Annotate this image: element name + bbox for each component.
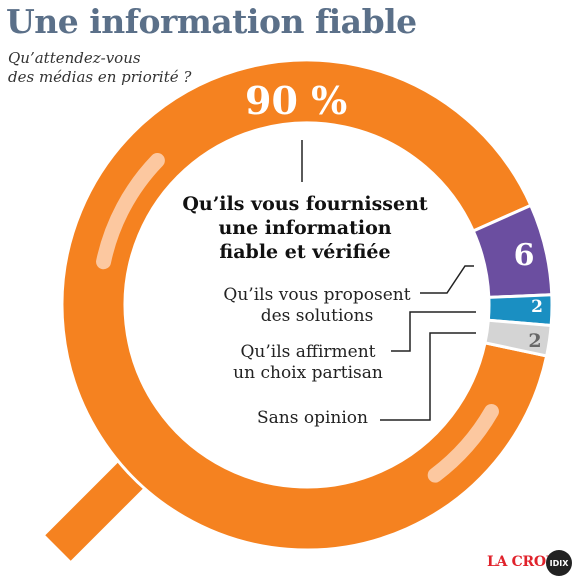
slice-label-line: Qu’ils vous proposent xyxy=(223,285,411,305)
slice-label-no-opinion: Sans opinion xyxy=(250,408,375,429)
slice-label-line: une information xyxy=(218,217,392,239)
main-percentage-label: 90 % xyxy=(245,78,348,123)
slice-label-line: fiable et vérifiée xyxy=(219,241,391,263)
magnifier-handle xyxy=(45,455,151,561)
slice-label-line: Sans opinion xyxy=(257,408,368,428)
page-title: Une information fiable xyxy=(6,2,417,41)
leader-line-partisan xyxy=(391,311,476,352)
slice-value-solutions: 6 xyxy=(513,238,535,273)
subtitle-line: Qu’attendez-vous xyxy=(8,49,141,67)
slice-label-partisan: Qu’ils affirment un choix partisan xyxy=(233,342,383,384)
slice-value-partisan: 2 xyxy=(531,297,543,317)
slice-label-line: Qu’ils affirment xyxy=(240,342,376,362)
slice-reliable-info xyxy=(60,58,549,552)
slice-value-no-opinion: 2 xyxy=(528,330,542,352)
slice-label-line: un choix partisan xyxy=(233,363,383,383)
logo-la-croix: LA CROIX xyxy=(487,554,563,570)
slice-no-opinion xyxy=(483,318,553,358)
leader-line-solutions xyxy=(420,265,474,294)
slice-label-line: des solutions xyxy=(260,306,374,326)
slice-label-solutions: Qu’ils vous proposent des solutions xyxy=(212,285,422,327)
ring-glare-top xyxy=(96,153,165,270)
subtitle-line: des médias en priorité ? xyxy=(8,68,192,86)
logo-idix-badge: IDIX xyxy=(546,550,572,576)
slice-label-reliable-info: Qu’ils vous fournissent une information … xyxy=(160,192,450,264)
slice-label-line: Qu’ils vous fournissent xyxy=(182,193,428,215)
leader-line-no-opinion xyxy=(380,332,476,421)
page-subtitle: Qu’attendez-vous des médias en priorité … xyxy=(8,49,228,87)
ring-glare-bottom xyxy=(427,404,499,483)
